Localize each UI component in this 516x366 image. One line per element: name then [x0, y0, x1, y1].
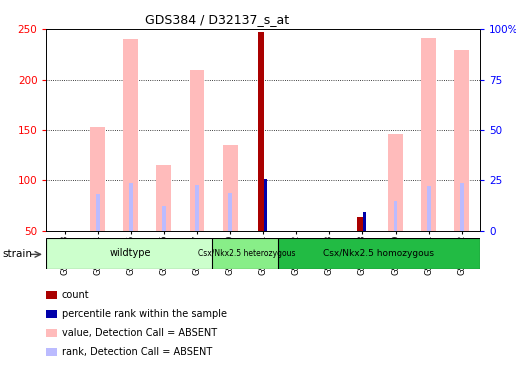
Bar: [363, 212, 366, 231]
Bar: [156, 165, 171, 231]
Bar: [388, 134, 403, 231]
Text: wildtype: wildtype: [110, 249, 152, 258]
Bar: [212, 238, 281, 269]
Text: Csx/Nkx2.5 homozygous: Csx/Nkx2.5 homozygous: [324, 249, 434, 258]
Bar: [189, 70, 204, 231]
Bar: [162, 206, 166, 231]
Bar: [228, 193, 232, 231]
Bar: [454, 51, 469, 231]
Text: strain: strain: [3, 249, 33, 259]
Bar: [421, 38, 436, 231]
Text: count: count: [62, 290, 90, 300]
Bar: [278, 238, 480, 269]
Bar: [357, 217, 363, 231]
Bar: [96, 194, 100, 231]
Bar: [264, 179, 267, 231]
Text: rank, Detection Call = ABSENT: rank, Detection Call = ABSENT: [62, 347, 212, 357]
Bar: [123, 39, 138, 231]
Bar: [129, 183, 133, 231]
Text: Csx/Nkx2.5 heterozygous: Csx/Nkx2.5 heterozygous: [198, 249, 295, 258]
Bar: [222, 145, 237, 231]
Bar: [394, 201, 397, 231]
Bar: [258, 32, 264, 231]
Bar: [46, 238, 215, 269]
Text: value, Detection Call = ABSENT: value, Detection Call = ABSENT: [62, 328, 217, 338]
Bar: [90, 127, 105, 231]
Text: percentile rank within the sample: percentile rank within the sample: [62, 309, 227, 319]
Bar: [427, 186, 430, 231]
Text: GDS384 / D32137_s_at: GDS384 / D32137_s_at: [144, 13, 289, 26]
Bar: [195, 185, 199, 231]
Bar: [460, 183, 464, 231]
